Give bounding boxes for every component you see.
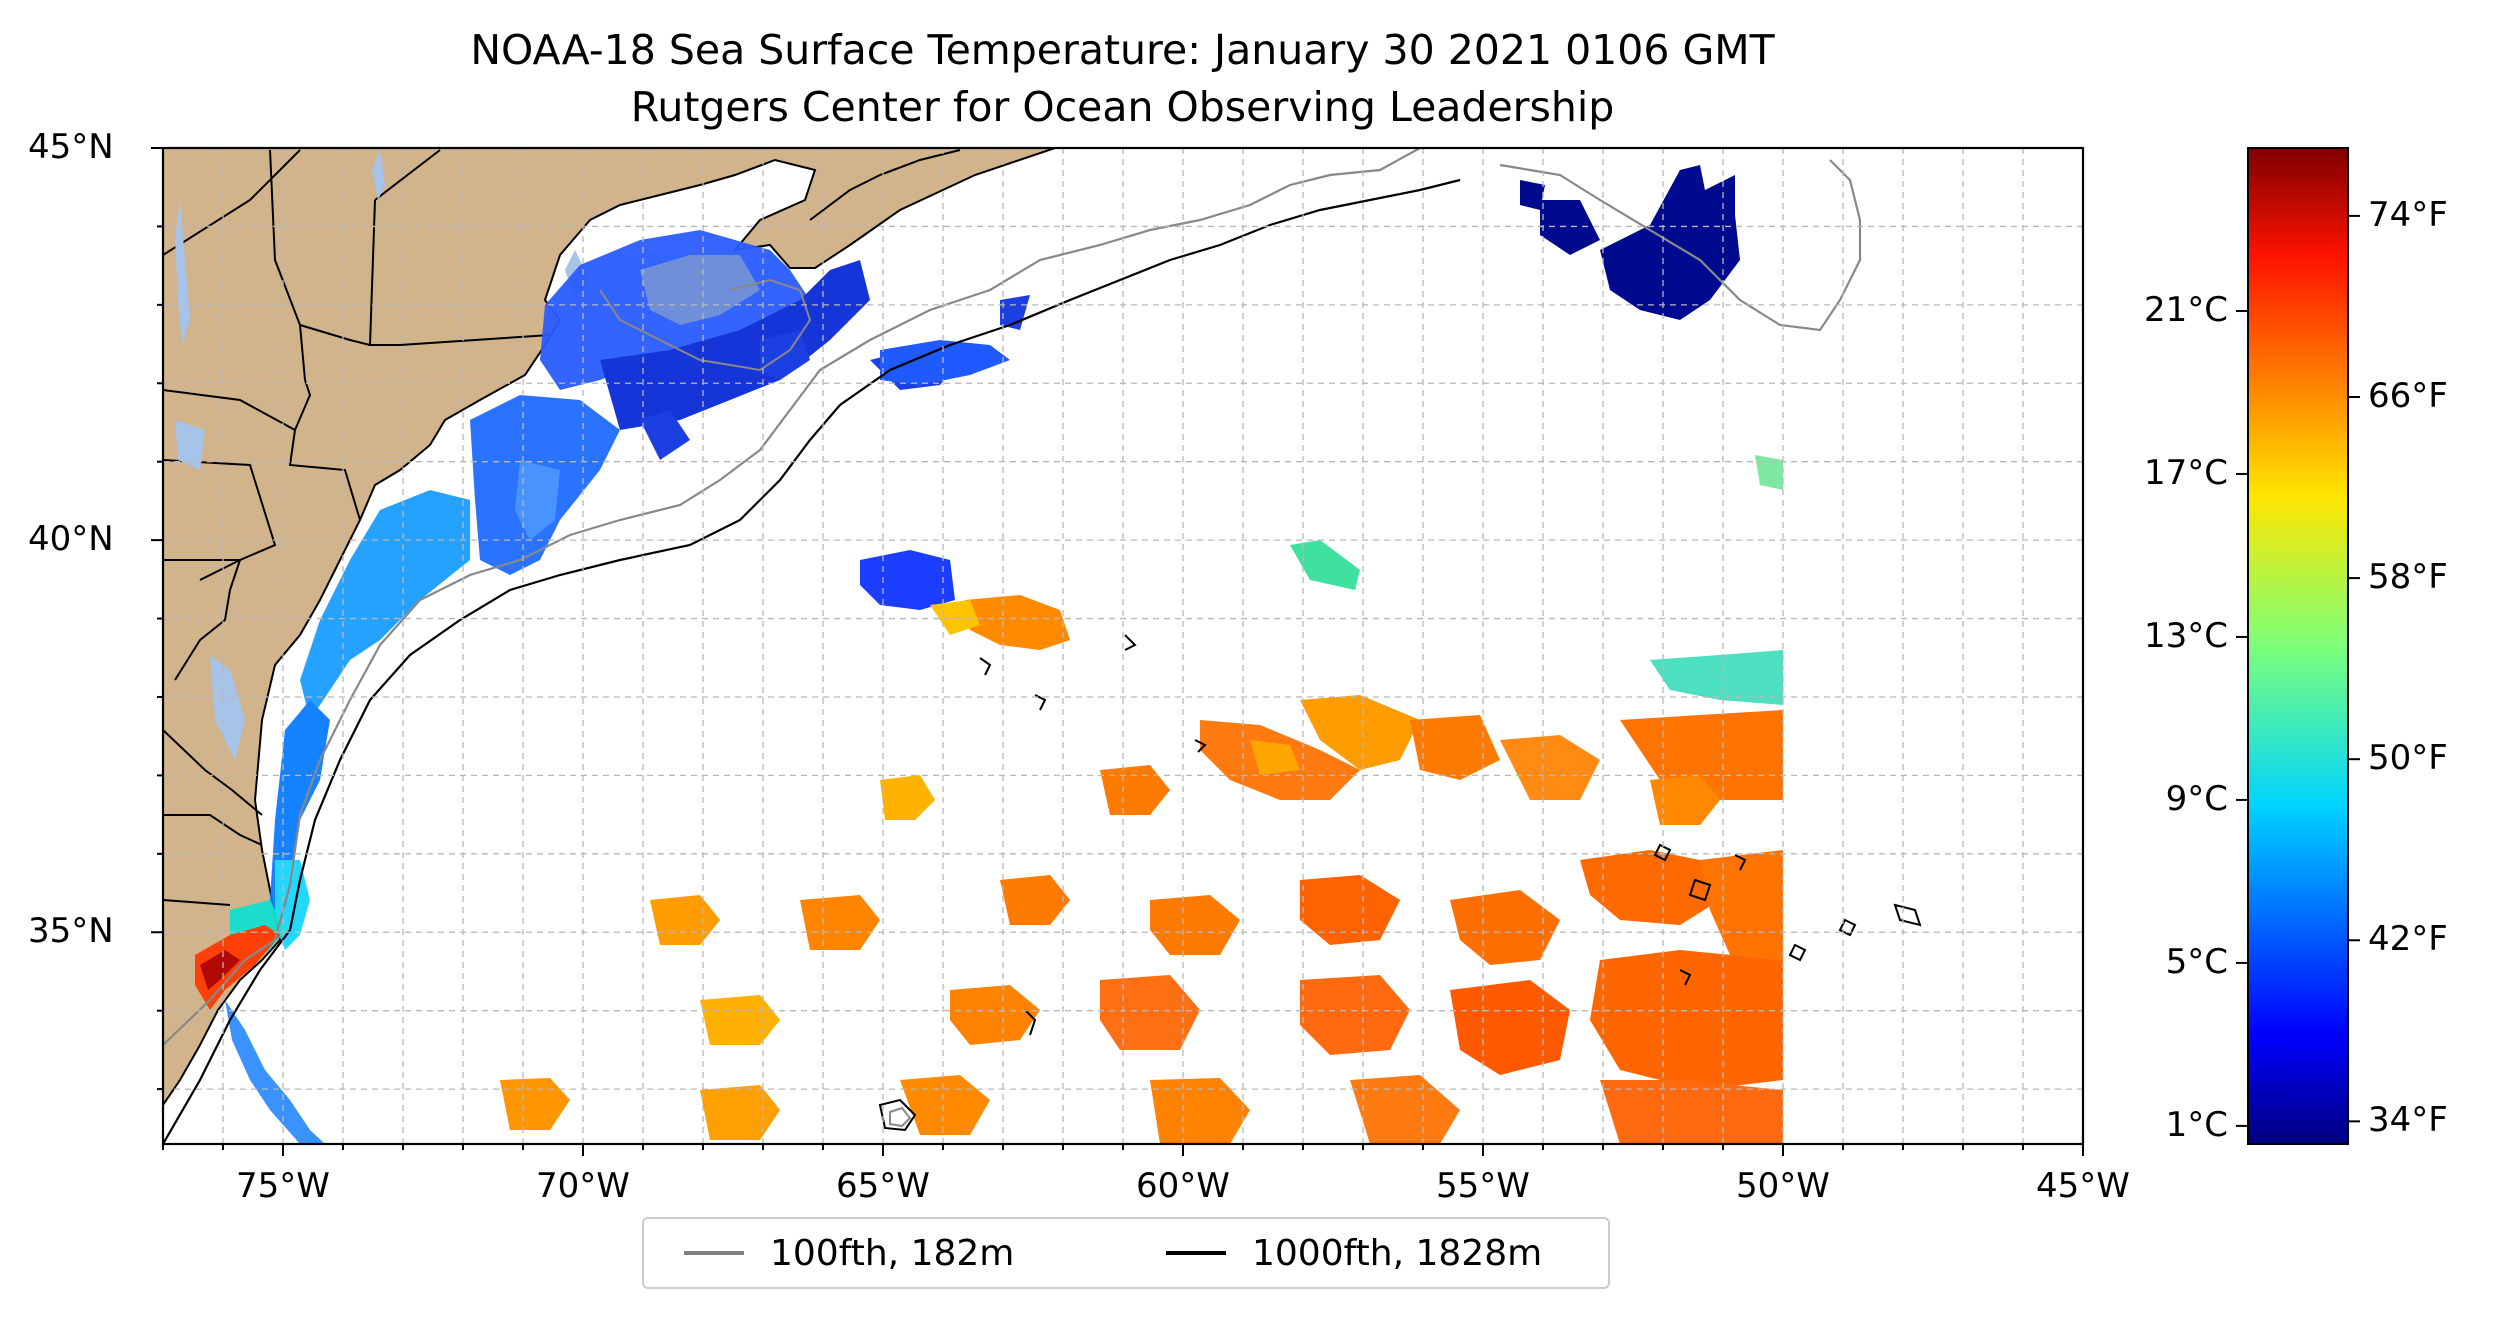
map-subtitle: Rutgers Center for Ocean Observing Leade… bbox=[630, 83, 1615, 131]
lon-tick-label: 45°W bbox=[2036, 1166, 2130, 1206]
legend-label-1000fth: 1000fth, 1828m bbox=[1252, 1232, 1543, 1274]
lat-tick-label: 35°N bbox=[28, 911, 114, 952]
seamount-gray bbox=[889, 1106, 912, 1128]
colorbar bbox=[2247, 147, 2349, 1145]
colorbar-f-label: 34°F bbox=[2368, 1100, 2448, 1141]
colorbar-c-label: 5°C bbox=[2165, 941, 2228, 982]
lat-tick-label: 40°N bbox=[28, 519, 114, 560]
legend-label-100fth: 100fth, 182m bbox=[770, 1232, 1015, 1274]
map-title: NOAA-18 Sea Surface Temperature: January… bbox=[470, 26, 1775, 74]
state-boundaries bbox=[163, 149, 551, 906]
lon-tick-label: 70°W bbox=[536, 1166, 630, 1206]
colorbar-c-label: 13°C bbox=[2143, 615, 2228, 656]
blue-cluster bbox=[860, 550, 955, 610]
green-patch-1 bbox=[1290, 540, 1360, 590]
colorbar-c-label: 1°C bbox=[2165, 1104, 2228, 1145]
colorbar-f-label: 50°F bbox=[2368, 738, 2448, 779]
colorbar-c-label: 21°C bbox=[2143, 289, 2228, 330]
contour-100fth-east bbox=[1499, 159, 1862, 332]
nova-scotia-coast bbox=[809, 149, 961, 221]
lon-tick-label: 60°W bbox=[1136, 1166, 1230, 1206]
lon-tick-label: 65°W bbox=[836, 1166, 930, 1206]
contour-1000fth bbox=[163, 178, 1461, 1144]
lon-ticks bbox=[162, 1144, 2084, 1156]
colorbar-f-label: 74°F bbox=[2368, 194, 2448, 235]
legend-swatch-1000fth bbox=[1166, 1251, 1226, 1255]
lon-tick-label: 50°W bbox=[1736, 1166, 1830, 1206]
colorbar-f-label: 66°F bbox=[2368, 376, 2448, 416]
scotian-shelf-patch bbox=[880, 340, 1010, 385]
contour-legend: 100fth, 182m 1000fth, 1828m bbox=[642, 1217, 1610, 1289]
lat-ticks bbox=[151, 147, 163, 1091]
lon-tick-label: 75°W bbox=[236, 1166, 330, 1206]
contour-100fth bbox=[163, 148, 1421, 1046]
lat-tick-label: 45°N bbox=[28, 127, 114, 167]
contour-100fth-gom bbox=[599, 278, 812, 372]
colorbar-c-label: 9°C bbox=[2165, 778, 2228, 819]
lon-tick-label: 55°W bbox=[1436, 1166, 1530, 1206]
seamount-contours bbox=[878, 634, 1922, 1132]
legend-item-1000fth: 1000fth, 1828m bbox=[1166, 1219, 1542, 1287]
legend-item-100fth: 100fth, 182m bbox=[684, 1219, 1014, 1287]
colorbar-f-label: 42°F bbox=[2368, 919, 2448, 960]
warm-patches bbox=[500, 595, 1783, 1144]
grand-banks-patches bbox=[1520, 165, 1740, 320]
green-patch-2 bbox=[1755, 455, 1783, 490]
colorbar-ticks bbox=[2236, 214, 2360, 1127]
legend-swatch-100fth bbox=[684, 1251, 744, 1255]
gridlines bbox=[163, 148, 2083, 1144]
colorbar-f-label: 58°F bbox=[2368, 557, 2448, 598]
colorbar-c-label: 17°C bbox=[2143, 452, 2228, 493]
